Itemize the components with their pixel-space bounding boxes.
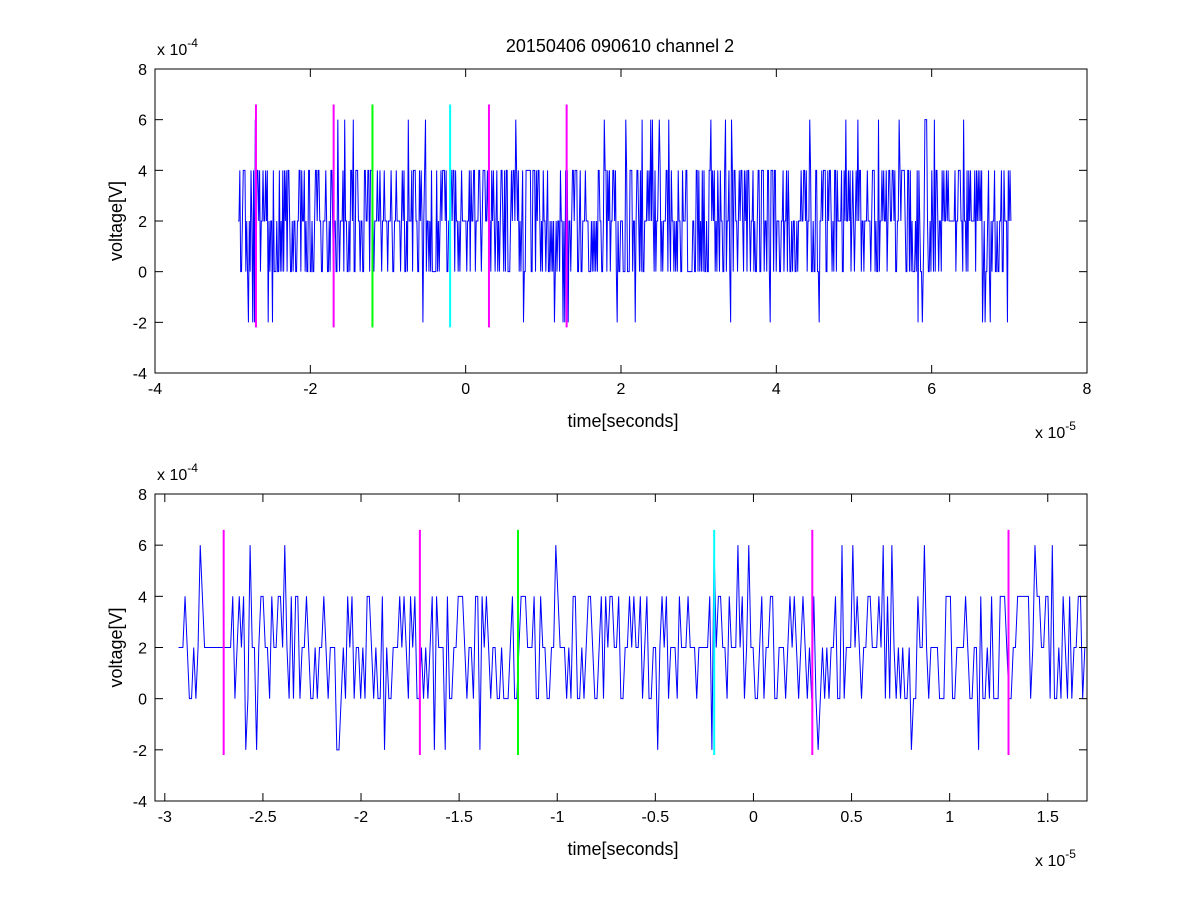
y-tick-label: 4 bbox=[138, 163, 147, 180]
x-tick-label: 0.5 bbox=[840, 809, 862, 826]
x-tick-label: 1.5 bbox=[1037, 809, 1059, 826]
x-tick-label: 4 bbox=[772, 381, 781, 398]
x-multiplier-exponent: -5 bbox=[1065, 847, 1076, 861]
x-tick-label: -1 bbox=[550, 809, 564, 826]
x-tick-label: -2 bbox=[354, 809, 368, 826]
x-tick-label: -2.5 bbox=[249, 809, 277, 826]
x-tick-label: -3 bbox=[158, 809, 172, 826]
x-tick-label: -1.5 bbox=[445, 809, 473, 826]
y-tick-label: 0 bbox=[138, 692, 147, 709]
bottom-axes: -3 -2.5 -2 -1.5 -1 -0.5 0 0.5 1 1.5 -4 -2 0 2 4 6 8 time[… bbox=[106, 461, 1088, 870]
y-axis-label: voltage[V] bbox=[106, 181, 126, 261]
x-axis-label: time[seconds] bbox=[567, 411, 678, 431]
y-axis-label: voltage[V] bbox=[106, 607, 126, 687]
y-tick-label: 2 bbox=[138, 214, 147, 231]
x-tick-label: 0 bbox=[749, 809, 758, 826]
y-multiplier-exponent: -4 bbox=[187, 36, 198, 50]
x-tick-label: 6 bbox=[927, 381, 936, 398]
x-tick-label: -0.5 bbox=[642, 809, 670, 826]
x-tick-label: 8 bbox=[1083, 381, 1092, 398]
x-axis-label: time[seconds] bbox=[567, 839, 678, 859]
x-tick-label: 1 bbox=[945, 809, 954, 826]
x-tick-label: -2 bbox=[303, 381, 317, 398]
y-tick-label: 8 bbox=[138, 62, 147, 79]
y-tick-label: 6 bbox=[138, 538, 147, 555]
y-tick-label: 2 bbox=[138, 641, 147, 658]
y-tick-label: 4 bbox=[138, 589, 147, 606]
y-tick-label: 8 bbox=[138, 487, 147, 504]
x-multiplier-exponent: -5 bbox=[1065, 419, 1076, 433]
y-tick-label: 0 bbox=[138, 265, 147, 282]
y-tick-label: -2 bbox=[133, 315, 147, 332]
y-multiplier-exponent: -4 bbox=[187, 461, 198, 475]
x-tick-label: 0 bbox=[461, 381, 470, 398]
x-tick-label: 2 bbox=[617, 381, 626, 398]
x-tick-label: -4 bbox=[148, 381, 162, 398]
signal-series-line bbox=[238, 119, 1012, 323]
top-axes: -4 -2 0 2 4 6 8 -4 -2 0 2 4 6 8 time[seconds] voltage[V… bbox=[106, 36, 1092, 442]
signal-series-line bbox=[178, 545, 1087, 751]
y-tick-label: -4 bbox=[133, 366, 147, 383]
y-tick-label: -2 bbox=[133, 743, 147, 760]
y-tick-label: 6 bbox=[138, 113, 147, 130]
figure-title: 20150406 090610 channel 2 bbox=[506, 36, 734, 56]
y-tick-label: -4 bbox=[133, 794, 147, 811]
